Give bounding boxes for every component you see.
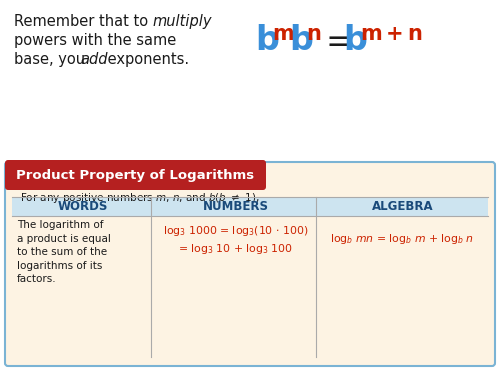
- Text: $\mathbf{m+n}$: $\mathbf{m+n}$: [360, 24, 422, 44]
- Text: log$_b$ $mn$ = log$_b$ $m$ + log$_b$ $n$: log$_b$ $mn$ = log$_b$ $m$ + log$_b$ $n$: [330, 232, 474, 246]
- Text: WORDS: WORDS: [58, 200, 108, 213]
- Text: log$_3$ 1000 = log$_3$(10 $\cdot$ 100): log$_3$ 1000 = log$_3$(10 $\cdot$ 100): [163, 224, 308, 238]
- Text: base, you: base, you: [14, 52, 90, 67]
- Text: multiply: multiply: [152, 14, 212, 29]
- Text: Remember that to: Remember that to: [14, 14, 153, 29]
- Text: = log$_3$ 10 + log$_3$ 100: = log$_3$ 10 + log$_3$ 100: [178, 242, 293, 256]
- Text: $\mathbf{b}$: $\mathbf{b}$: [255, 24, 280, 57]
- Text: Product Property of Logarithms: Product Property of Logarithms: [16, 168, 254, 182]
- Text: The logarithm of
a product is equal
to the sum of the
logarithms of its
factors.: The logarithm of a product is equal to t…: [17, 220, 111, 284]
- FancyBboxPatch shape: [5, 162, 495, 366]
- Text: ALGEBRA: ALGEBRA: [372, 200, 434, 213]
- Text: For any positive numbers $m$, $n$, and $b$($b$ $\neq$ 1),: For any positive numbers $m$, $n$, and $…: [20, 191, 260, 205]
- Text: $\mathbf{n}$: $\mathbf{n}$: [306, 24, 321, 44]
- Bar: [12, 197, 488, 216]
- FancyBboxPatch shape: [5, 160, 266, 190]
- Text: exponents.: exponents.: [103, 52, 189, 67]
- Text: powers with the same: powers with the same: [14, 33, 176, 48]
- Text: add: add: [80, 52, 108, 67]
- Text: $=$: $=$: [319, 24, 352, 57]
- Text: NUMBERS: NUMBERS: [202, 200, 268, 213]
- Text: $\mathbf{b}$: $\mathbf{b}$: [343, 24, 367, 57]
- Text: $\mathbf{b}$: $\mathbf{b}$: [289, 24, 314, 57]
- Text: $\mathbf{m}$: $\mathbf{m}$: [272, 24, 294, 44]
